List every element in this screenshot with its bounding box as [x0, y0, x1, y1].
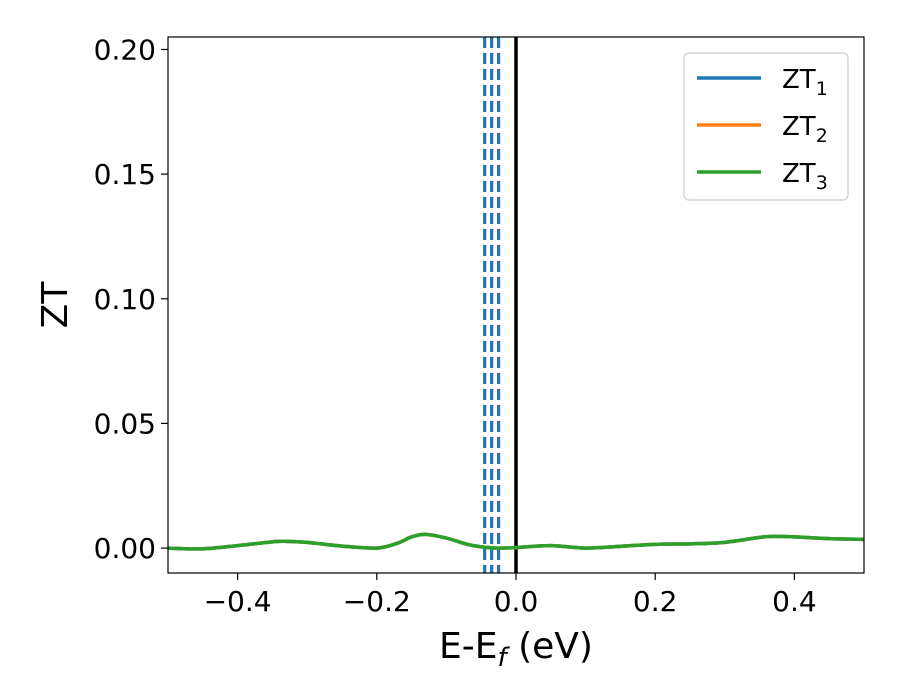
x-axis-ticks: −0.4 −0.2 0.0 0.2 0.4 [204, 573, 817, 618]
x-tick-label: −0.4 [204, 585, 272, 618]
legend-label-zt3: ZT3 [782, 159, 828, 194]
x-tick-label: 0.4 [772, 585, 817, 618]
legend-box [683, 52, 849, 201]
legend-label-zt1: ZT1 [782, 65, 828, 100]
legend: ZT1 ZT2 ZT3 [683, 52, 849, 201]
x-tick-label: 0.0 [494, 585, 539, 618]
y-tick-label: 0.00 [94, 532, 156, 565]
series-lines [168, 532, 864, 551]
y-axis-ticks: 0.00 0.05 0.10 0.15 0.20 [94, 33, 168, 565]
y-tick-label: 0.15 [94, 158, 156, 191]
series-line-zt3 [168, 532, 864, 551]
y-tick-label: 0.20 [94, 33, 156, 66]
x-tick-label: 0.2 [633, 585, 678, 618]
x-tick-label: −0.2 [343, 585, 411, 618]
y-tick-label: 0.05 [94, 407, 156, 440]
x-axis-label-unit: (eV) [507, 626, 593, 667]
vertical-lines [483, 37, 518, 573]
x-axis-label: E-Ef (eV) [439, 626, 593, 673]
legend-label-zt2: ZT2 [782, 112, 828, 147]
y-tick-label: 0.10 [94, 283, 156, 316]
y-axis-label: ZT [35, 281, 76, 329]
